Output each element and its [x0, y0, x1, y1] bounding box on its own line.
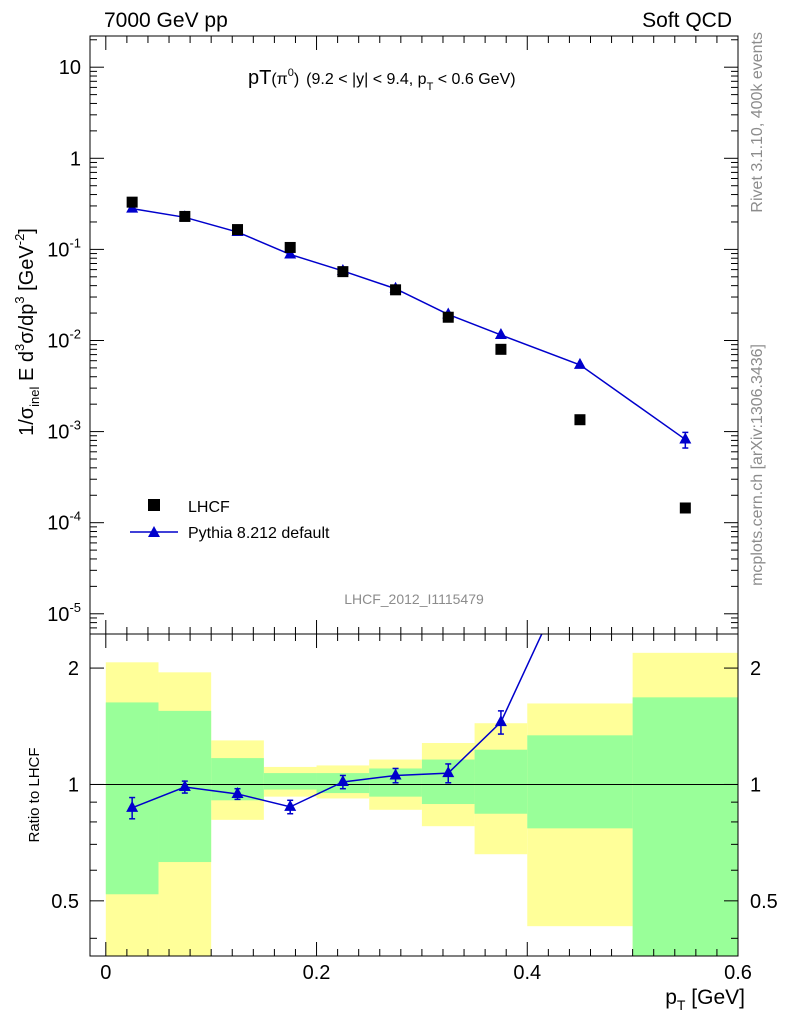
ratio-line	[131, 634, 543, 809]
ylabel-sup-b: 3	[12, 296, 27, 303]
ylabel-a: 1/σ	[16, 406, 38, 436]
title-cond-sub: T	[427, 81, 434, 93]
title-cond-b: < 0.6 GeV)	[433, 71, 515, 88]
xlabel-main: p	[665, 986, 677, 1009]
title-particle-close: )	[294, 71, 299, 88]
ratio-xtick-label: 0	[100, 962, 111, 984]
header-left: 7000 GeV pp	[104, 9, 228, 32]
upper-ylabel: 1/σinel E d3σ/dp3 [GeV-2]	[12, 228, 42, 436]
lhcf-point	[284, 241, 296, 253]
ratio-point	[126, 800, 139, 812]
pythia-point	[679, 432, 692, 444]
ratio-ytick-label-right: 1	[750, 774, 761, 796]
title-main: pT	[248, 67, 271, 89]
upper-panel: 10 1 10-1 10-2 10-3 10-4 10-5 pT(π0) (9.2 < |y|…	[12, 35, 739, 635]
lhcf-point	[232, 224, 244, 236]
ratio-point	[231, 786, 244, 798]
legend: LHCF Pythia 8.212 default	[130, 499, 330, 542]
ratio-ytick-label-left: 0.5	[51, 891, 79, 913]
title-particle: (π	[271, 71, 287, 88]
rivet-label: Rivet 3.1.10, 400k events	[749, 32, 766, 213]
plot-title: pT(π0) (9.2 < |y| < 9.4, pT < 0.6 GeV)	[248, 67, 516, 93]
ylabel-sup-a: 3	[12, 344, 27, 351]
ratio-panel: 0.5 0.5 1 1 2 2 0 0.2 0.4 0.6 Ratio to LHCF pT [G…	[26, 633, 778, 1013]
upper-ytick-label: 1	[70, 148, 81, 170]
ratio-ylabel: Ratio to LHCF	[26, 747, 43, 842]
upper-ytick-label: 10-2	[47, 326, 81, 352]
upper-ytick-label: 10-3	[47, 418, 81, 444]
ratio-ytick-label-right: 2	[750, 658, 761, 680]
upper-ytick-label: 10	[59, 57, 81, 79]
lhcf-point	[442, 311, 454, 323]
ylabel-d: [GeV	[16, 245, 38, 297]
pythia-point	[573, 357, 586, 369]
ratio-point	[336, 774, 349, 786]
upper-ytick-label: 10-5	[47, 600, 81, 626]
ratio-point	[494, 715, 507, 727]
ratio-point	[284, 799, 297, 811]
title-particle-sup: 0	[288, 67, 294, 79]
legend-label-lhcf: LHCF	[188, 499, 230, 516]
x-axis-label: pT [GeV]	[665, 986, 745, 1013]
ylabel-b: E d	[16, 351, 38, 387]
mcplots-label: mcplots.cern.ch [arXiv:1306.3436]	[749, 344, 766, 586]
ratio-series	[126, 634, 543, 820]
legend-marker-lhcf	[148, 499, 160, 511]
xlabel-sub: T	[677, 997, 686, 1013]
lower-frame	[89, 633, 739, 957]
uncertainty-band-green	[474, 749, 528, 814]
uncertainty-band-green	[632, 697, 738, 956]
ratio-xtick-label: 0.6	[724, 962, 752, 984]
pythia-point	[494, 327, 507, 339]
header-right: Soft QCD	[642, 9, 732, 32]
ratio-point	[389, 768, 402, 780]
lhcf-point	[495, 343, 507, 355]
analysis-watermark: LHCF_2012_I1115479	[344, 591, 484, 607]
title-cond-a: (9.2 < |y| < 9.4, p	[306, 71, 426, 88]
ratio-xtick-label: 0.4	[513, 962, 541, 984]
ratio-ytick-label-right: 0.5	[750, 891, 778, 913]
ratio-ytick-label-left: 2	[68, 658, 79, 680]
upper-ytick-label: 10-1	[47, 235, 81, 261]
lhcf-point	[574, 414, 586, 426]
uncertainty-band-green	[263, 773, 317, 790]
ratio-ytick-label-left: 1	[68, 774, 79, 796]
ylabel-c: σ/dp	[16, 304, 38, 344]
legend-marker-pythia	[148, 526, 160, 537]
pythia-line	[132, 207, 686, 441]
lhcf-point	[679, 502, 691, 514]
upper-frame	[89, 35, 739, 635]
xlabel-unit: [GeV]	[685, 986, 745, 1009]
ylabel-sup-c: -2	[12, 234, 27, 246]
lhcf-point	[126, 196, 138, 208]
lhcf-point	[337, 266, 349, 278]
uncertainty-band-green	[527, 735, 633, 829]
upper-ytick-label: 10-4	[47, 509, 81, 535]
ratio-point	[178, 779, 191, 791]
ratio-xtick-label: 0.2	[303, 962, 331, 984]
ylabel-sub: inel	[27, 386, 42, 406]
ratio-point	[442, 766, 455, 778]
ylabel-e: ]	[16, 228, 38, 234]
lhcf-point	[390, 284, 402, 296]
legend-label-pythia: Pythia 8.212 default	[188, 525, 330, 542]
lhcf-point	[179, 210, 191, 222]
